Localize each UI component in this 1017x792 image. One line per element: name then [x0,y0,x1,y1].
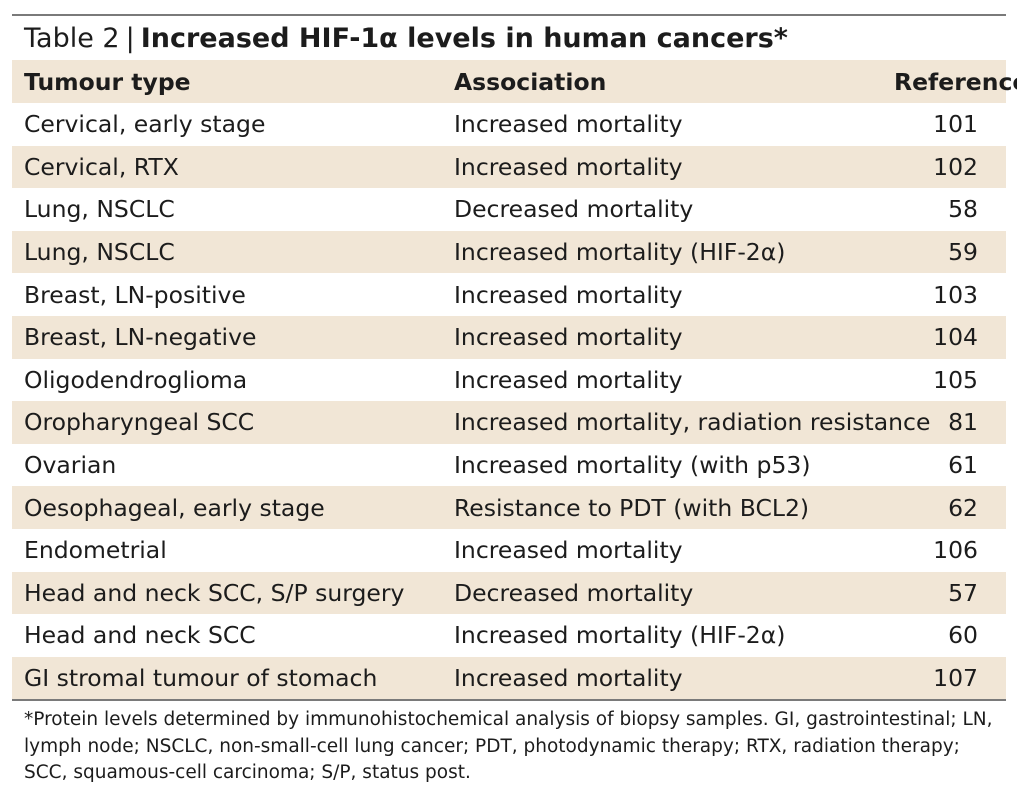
cell-tumour-type: Ovarian [24,451,117,480]
table-row: Breast, LN-negative Increased mortality 10… [12,315,1006,359]
cell-tumour-type: Oesophageal, early stage [24,493,325,522]
cell-references: 62 [948,493,978,522]
cell-references: 103 [933,280,978,309]
table-row: Oropharyngeal SCC Increased mortality, ra… [12,401,1006,444]
header-association: Association [454,67,607,96]
cell-references: 102 [933,152,978,181]
cell-references: 101 [933,110,978,139]
bottom-rule [12,699,1006,702]
table-row: Lung, NSCLC Increased mortality (HIF-2α) 5… [12,230,1006,274]
cell-tumour-type: Oligodendroglioma [24,365,248,394]
table-row: Lung, NSCLC Decreased mortality 58 [12,188,1006,231]
cell-association: Increased mortality [454,664,683,693]
header-references: References [894,67,1017,96]
cell-references: 57 [948,578,978,607]
table-row: GI stromal tumour of stomach Increased mo… [12,656,1006,700]
cell-tumour-type: Oropharyngeal SCC [24,408,255,437]
table-row: Oligodendroglioma Increased mortality 105 [12,359,1006,402]
cell-tumour-type: Lung, NSCLC [24,195,175,224]
table-row: Breast, LN-positive Increased mortality 10… [12,273,1006,316]
cell-references: 59 [948,238,978,267]
cell-association: Increased mortality [454,536,683,565]
cell-association: Increased mortality [454,110,683,139]
cell-association: Increased mortality (with p53) [454,451,811,480]
table-row: Head and neck SCC Increased mortality (HI… [12,614,1006,657]
cell-tumour-type: Head and neck SCC [24,621,256,650]
table-panel: Table 2 | Increased HIF-1α levels in hum… [12,14,1017,787]
cell-association: Increased mortality, radiation resistanc… [454,408,931,437]
cell-association: Resistance to PDT (with BCL2) [454,493,810,522]
table-row: Head and neck SCC, S/P surgery Decreased … [12,571,1006,615]
table-body: Cervical, early stage Increased mortality… [12,103,1006,700]
table-title: Table 2 | Increased HIF-1α levels in hum… [12,16,1006,60]
table-row: Oesophageal, early stage Resistance to PD… [12,486,1006,529]
cell-tumour-type: Breast, LN-negative [24,323,257,352]
table-footnote: *Protein levels determined by immunohist… [24,709,993,784]
cell-association: Increased mortality (HIF-2α) [454,238,786,267]
cell-references: 61 [948,451,978,480]
top-rule [12,14,1006,16]
cell-association: Decreased mortality [454,578,694,607]
cell-association: Increased mortality [454,152,683,181]
cell-references: 107 [933,664,978,693]
table-row: Endometrial Increased mortality 106 [12,529,1006,572]
cell-association: Increased mortality [454,323,683,352]
cell-association: Increased mortality [454,280,683,309]
cell-association: Increased mortality [454,365,683,394]
cell-tumour-type: GI stromal tumour of stomach [24,664,378,693]
header-row: Tumour type Association References [12,60,1017,103]
table-row: Cervical, early stage Increased mortality… [12,103,1006,146]
cell-tumour-type: Cervical, RTX [24,152,179,181]
cell-references: 104 [933,323,978,352]
table-row: Ovarian Increased mortality (with p53) 61 [12,444,1006,487]
cell-references: 58 [948,195,978,224]
cell-tumour-type: Breast, LN-positive [24,280,246,309]
cell-references: 81 [948,408,978,437]
cell-tumour-type: Lung, NSCLC [24,238,175,267]
cell-references: 105 [933,365,978,394]
header-tumour-type: Tumour type [24,67,191,96]
table-label: Table 2 [24,22,120,54]
cell-tumour-type: Cervical, early stage [24,110,266,139]
cell-references: 106 [933,536,978,565]
cell-association: Increased mortality (HIF-2α) [454,621,786,650]
cell-tumour-type: Endometrial [24,536,167,565]
cell-references: 60 [948,621,978,650]
table-row: Cervical, RTX Increased mortality 102 [12,145,1006,189]
title-separator: | [125,22,135,54]
cell-association: Decreased mortality [454,195,694,224]
table-title-text: Increased HIF-1α levels in human cancers… [140,22,788,54]
data-table: Tumour type Association References Cervi… [12,60,1017,700]
cell-tumour-type: Head and neck SCC, S/P surgery [24,578,405,607]
